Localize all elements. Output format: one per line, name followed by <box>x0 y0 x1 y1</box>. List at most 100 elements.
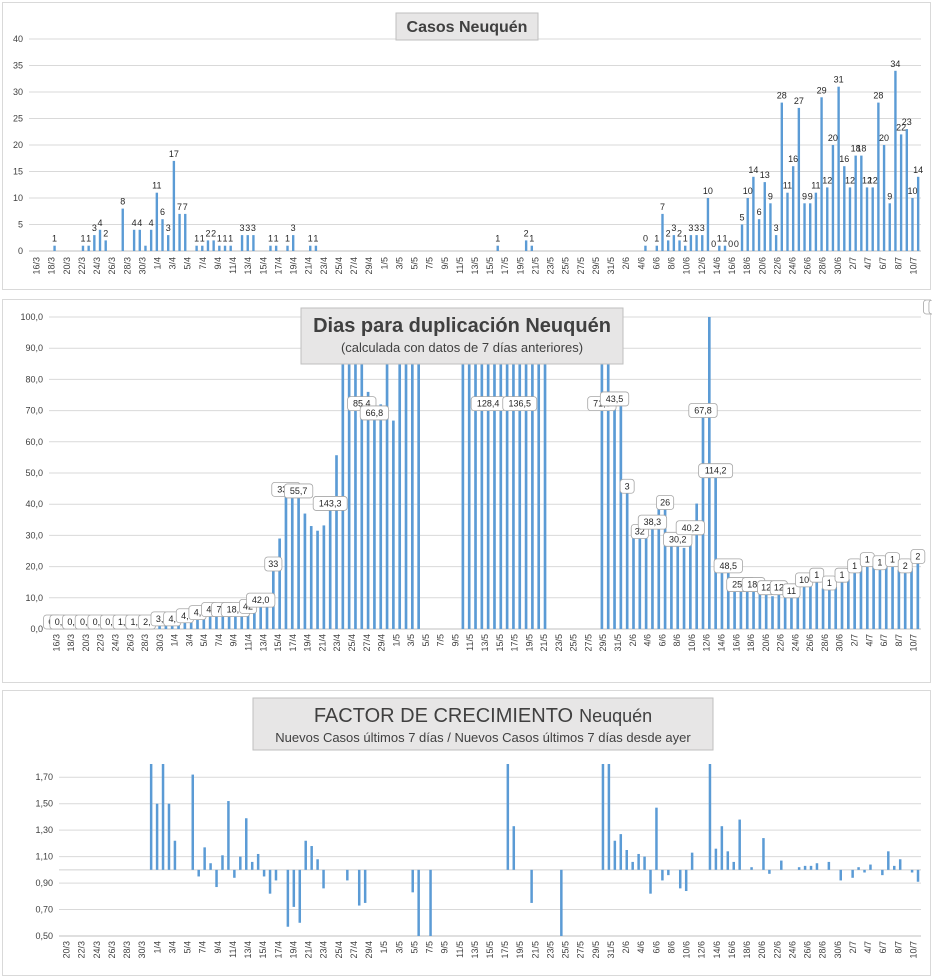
bar <box>292 869 296 907</box>
data-label-box <box>897 558 913 574</box>
data-label: 55,7 <box>290 486 308 496</box>
bar <box>797 867 801 870</box>
bar <box>201 245 204 251</box>
bar <box>316 530 319 629</box>
bar <box>814 192 818 251</box>
x-tick-label: 16/6 <box>731 634 741 652</box>
bar <box>837 86 840 251</box>
y-tick-label: 5 <box>18 220 23 230</box>
x-tick-label: 20/3 <box>81 634 91 652</box>
data-label: 1 <box>268 234 273 244</box>
x-tick-label: 5/4 <box>183 941 193 954</box>
chart-title-suffix: Neuquén <box>579 706 652 726</box>
data-label: 26 <box>660 498 670 508</box>
bar <box>524 317 528 629</box>
bar <box>625 493 629 629</box>
x-tick-label: 8/7 <box>894 634 904 647</box>
bar <box>834 586 838 629</box>
bar <box>499 317 503 629</box>
bar <box>625 850 628 870</box>
bar <box>259 607 263 629</box>
title-box <box>395 12 539 41</box>
x-tick-label: 1/5 <box>391 634 401 647</box>
x-tick-label: 20/6 <box>757 941 767 959</box>
bar <box>357 869 361 906</box>
x-tick-label: 22/3 <box>77 941 87 959</box>
data-label: 1 <box>80 234 85 244</box>
bar <box>246 613 250 629</box>
chart-title: Casos Neuquén <box>407 19 528 36</box>
data-label: 3, <box>156 614 164 624</box>
bar <box>411 869 414 893</box>
x-tick-label: 26/3 <box>125 634 135 652</box>
bar <box>619 834 623 870</box>
data-label: 1 <box>865 555 870 565</box>
data-label-box <box>283 483 314 499</box>
x-tick-label: 8/6 <box>666 941 676 954</box>
x-tick-label: 17/5 <box>500 257 510 275</box>
bar <box>385 362 389 629</box>
bar <box>493 317 496 629</box>
data-label: 4, <box>194 608 202 618</box>
bar <box>363 869 367 903</box>
bar <box>173 840 177 870</box>
data-label: 85,4 <box>353 399 371 409</box>
data-label: 3 <box>774 223 779 233</box>
x-tick-label: 29/4 <box>364 941 374 959</box>
x-tick-label: 7/4 <box>198 941 208 954</box>
x-tick-label: 31/5 <box>606 257 616 275</box>
x-tick-label: 14/6 <box>712 941 722 959</box>
bar <box>632 527 635 629</box>
x-tick-label: 5/5 <box>409 941 419 954</box>
data-label: 11 <box>783 181 792 191</box>
x-tick-label: 11/5 <box>465 634 475 651</box>
bar <box>518 317 522 629</box>
bar <box>762 838 765 870</box>
bar <box>657 504 661 629</box>
data-label: 8 <box>120 197 125 207</box>
chart-subtitle: (calculada con datos de 7 días anteriore… <box>341 340 583 355</box>
x-tick-label: 5/4 <box>199 634 209 647</box>
x-tick-label: 23/4 <box>332 634 342 652</box>
bar <box>202 616 206 629</box>
data-label: 3 <box>291 223 296 233</box>
bar <box>246 235 249 251</box>
x-tick-label: 12/6 <box>697 257 707 275</box>
x-tick-label: 18/6 <box>746 634 756 652</box>
y-tick-label: 1,50 <box>35 799 53 809</box>
data-label: 1 <box>683 234 688 244</box>
x-tick-label: 17/5 <box>510 634 520 652</box>
data-label: 20 <box>879 133 889 143</box>
y-tick-label: 1,70 <box>35 772 53 782</box>
x-tick-label: 13/5 <box>480 634 490 652</box>
data-label: 1 <box>228 234 233 244</box>
bar <box>910 869 914 873</box>
bar <box>678 240 681 251</box>
data-label-box <box>599 391 630 407</box>
x-tick-label: 3/5 <box>394 941 404 954</box>
bar <box>161 764 165 870</box>
bar <box>826 187 829 251</box>
bar <box>379 404 383 629</box>
data-label: 1 <box>200 234 205 244</box>
data-label: 16 <box>788 154 798 164</box>
bar <box>208 616 212 629</box>
bar <box>758 591 762 629</box>
x-tick-label: 15/4 <box>258 941 268 959</box>
x-tick-label: 21/4 <box>304 941 314 959</box>
chart-svg-factor: 0,50 0,70 0,90 1,10 1,30 1,50 1,70 20/3 22/3 24/3… <box>35 697 921 959</box>
x-tick-label: 20/3 <box>62 257 72 275</box>
data-label-box <box>619 478 635 494</box>
bar <box>322 869 325 889</box>
data-label: 3 <box>688 223 693 233</box>
data-label-box <box>264 556 283 572</box>
y-tick-label: 90,0 <box>25 343 43 353</box>
bar <box>769 203 772 251</box>
data-label: 6 <box>757 207 762 217</box>
bar <box>701 235 704 251</box>
bar <box>723 245 727 251</box>
data-label: 2 <box>677 228 682 238</box>
bar <box>291 235 295 251</box>
data-label: 12 <box>862 175 872 185</box>
